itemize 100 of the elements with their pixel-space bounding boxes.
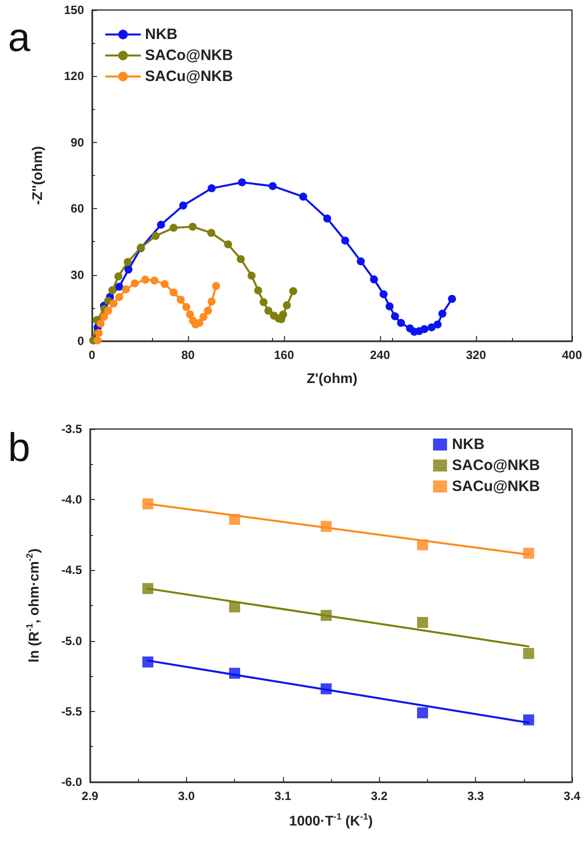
point [115,282,124,291]
point [320,683,332,694]
point [204,306,212,315]
point [104,306,112,315]
point [248,272,256,280]
point [417,539,428,550]
x-tick-label: 3.2 [370,789,388,803]
y-tick-label: -4.5 [61,563,82,578]
point [299,192,308,201]
point [179,202,188,210]
y-axis-title: ln (R-1, ohm·cm-2) [24,548,42,662]
y-tick-label: 0 [77,334,84,348]
y-tick-label: -3.5 [61,422,82,436]
point [397,318,405,327]
x-tick-label: 0 [88,348,96,362]
point [157,220,165,229]
point [289,287,298,296]
point [323,214,332,223]
point [417,616,428,628]
point [391,312,399,320]
point [176,296,185,304]
point [420,325,428,334]
point [370,275,378,284]
y-tick-label: 120 [64,69,84,84]
point [260,298,268,306]
y-tick-label: 150 [64,3,84,17]
point [188,222,197,231]
y-tick-label: -4.0 [61,492,82,507]
point [150,276,158,285]
point [141,276,150,284]
point [356,257,365,266]
point [152,232,160,240]
point [229,601,240,612]
point [207,228,216,237]
point [170,288,178,296]
point [236,255,245,264]
point [320,520,332,532]
x-tick-label: 3.0 [178,789,196,803]
point [160,280,169,288]
point [523,548,534,559]
point [108,286,116,294]
legend-label: NKB [452,436,485,453]
y-axis-title: -Z''(ohm) [29,146,45,205]
x-tick-label: 3.3 [467,789,484,803]
point [448,294,456,303]
point [279,310,288,319]
y-tick-label: 30 [70,268,84,282]
point [380,290,388,298]
point [182,303,190,312]
text: b [8,426,30,470]
point [417,707,428,718]
point [96,320,105,328]
x-tick-label: 3.1 [274,789,292,803]
x-tick-label: 400 [562,348,582,362]
point [523,714,534,726]
y-tick-label: -5.5 [61,704,82,718]
x-tick-label: 3.4 [564,789,581,803]
x-tick-label: 320 [466,348,486,362]
point [115,293,124,302]
y-tick-label: 90 [70,135,84,150]
x-tick-label: 2.9 [82,789,99,803]
y-tick-label: -5.0 [61,634,82,648]
legend-label: SACo@NKB [145,47,234,64]
point [110,299,118,308]
point [224,240,232,248]
point [212,282,220,290]
point [114,272,122,280]
point [124,266,132,274]
y-tick-label: 60 [70,202,84,216]
point [254,286,262,294]
x-tick-label: 80 [181,348,195,362]
point [229,668,240,679]
point [142,583,154,594]
legend-label: SACu@NKB [145,68,234,85]
point [434,320,442,328]
point [229,514,240,525]
point [320,610,332,621]
point [238,178,246,186]
point [94,328,103,337]
point [130,279,139,288]
legend-label: SACo@NKB [452,457,540,474]
point [124,258,132,266]
point [94,336,102,344]
point [100,312,108,321]
x-axis-title: Z'(ohm) [306,370,358,386]
point [264,306,272,315]
point [208,298,216,306]
point [142,498,154,510]
y-tick-label: -6.0 [61,775,82,789]
point [208,184,216,192]
point [199,312,208,321]
point [122,285,130,294]
point [170,224,178,232]
x-tick-label: 240 [370,348,390,362]
point [186,310,194,319]
legend-label: SACu@NKB [452,478,540,495]
point [142,656,154,668]
point [523,648,534,660]
point [386,302,394,310]
text: a [8,16,31,60]
